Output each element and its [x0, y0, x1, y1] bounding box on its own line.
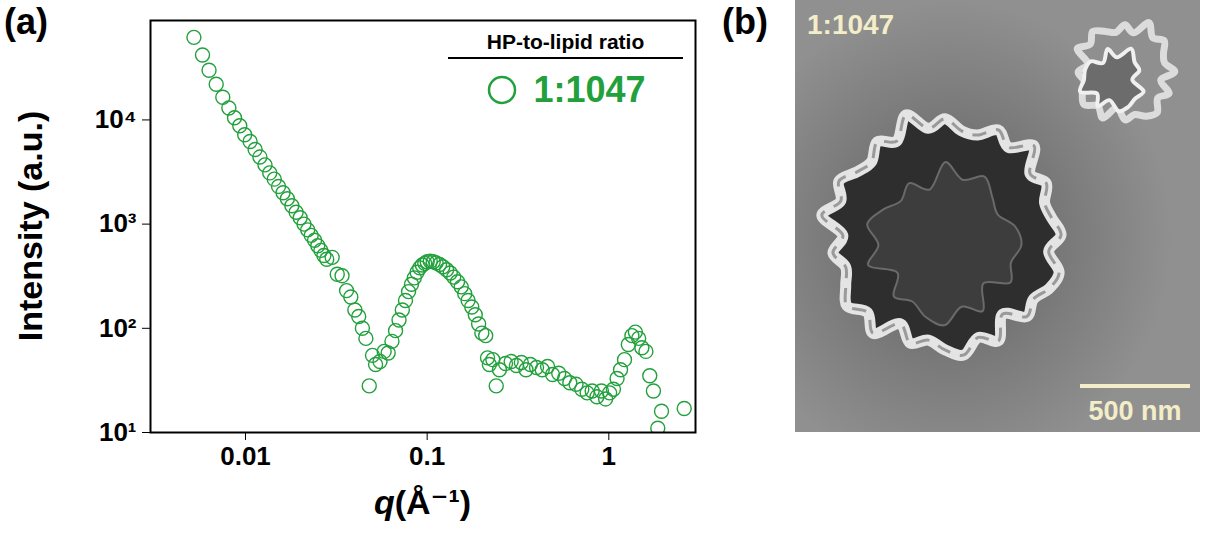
svg-text:1:1047: 1:1047	[807, 9, 894, 40]
svg-text:0.1: 0.1	[409, 441, 445, 471]
svg-text:0.01: 0.01	[220, 441, 271, 471]
svg-text:1: 1	[602, 441, 616, 471]
html-text:(b): (b)	[722, 1, 768, 42]
svg-text:10²: 10²	[99, 313, 137, 343]
html-text:q (Å⁻¹): q (Å⁻¹)	[373, 483, 472, 521]
html-text:HP-to-lipid ratio: HP-to-lipid ratio	[486, 30, 645, 53]
html-text:(a): (a)	[4, 1, 48, 42]
svg-text:10¹: 10¹	[99, 417, 137, 447]
svg-text:500 nm: 500 nm	[1088, 396, 1181, 426]
svg-text:10⁴: 10⁴	[95, 104, 137, 134]
html-text:Intensity (a.u.): Intensity (a.u.)	[11, 110, 49, 342]
html-text:1:1047: 1:1047	[533, 69, 646, 110]
svg-text:10³: 10³	[99, 208, 137, 238]
